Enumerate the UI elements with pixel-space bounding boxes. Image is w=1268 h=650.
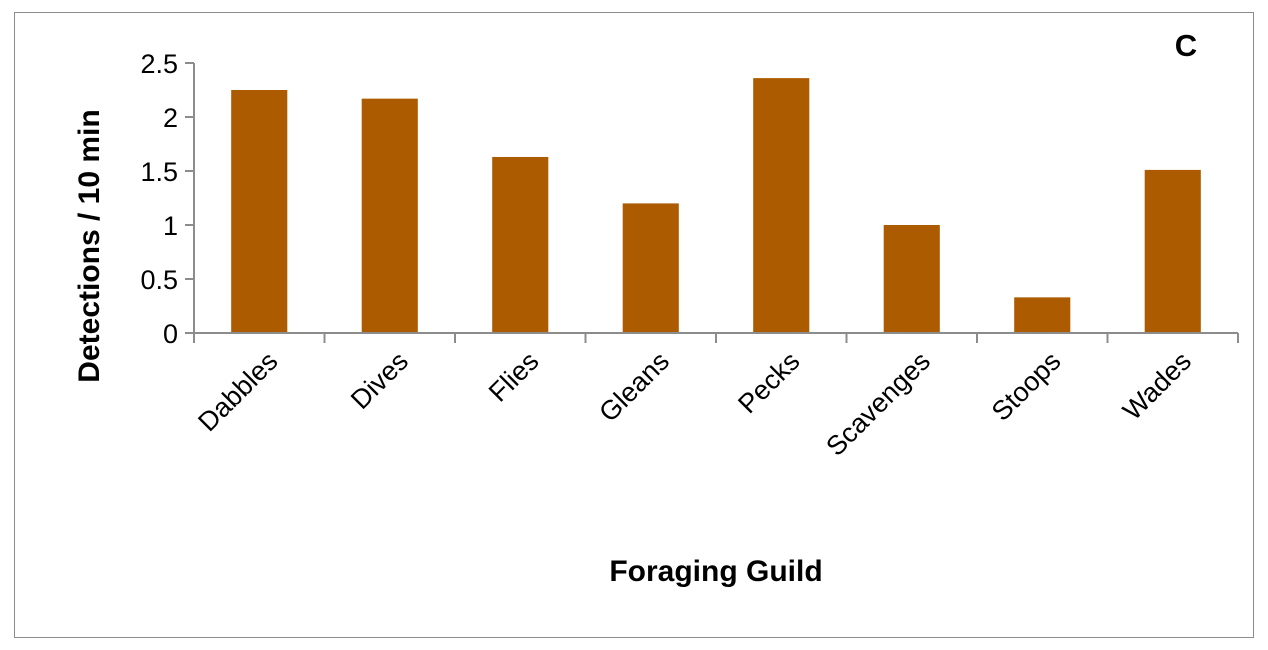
- axes-layer: [193, 63, 1238, 334]
- x-tick-label-stoops: Stoops: [986, 346, 1067, 427]
- y-tick-label-3: 1.5: [140, 157, 178, 187]
- y-tick-label-4: 2: [163, 103, 178, 133]
- x-tick-label-wades: Wades: [1117, 346, 1197, 426]
- y-tick-label-2: 1: [163, 211, 178, 241]
- x-axis-title: Foraging Guild: [609, 555, 822, 588]
- y-tick-label-1: 0.5: [140, 265, 178, 295]
- bar-pecks: [753, 78, 810, 334]
- x-tick-label-dabbles: Dabbles: [192, 346, 283, 437]
- bar-scavenges: [883, 225, 940, 333]
- bars-layer: [231, 78, 1201, 334]
- x-tick-label-gleans: Gleans: [593, 346, 675, 428]
- y-tick-label-0: 0: [163, 319, 178, 349]
- bar-gleans: [622, 203, 679, 333]
- bar-dabbles: [231, 90, 288, 333]
- panel-label: C: [1175, 28, 1197, 63]
- x-tick-label-flies: Flies: [483, 346, 545, 408]
- x-tick-label-dives: Dives: [345, 346, 414, 415]
- y-axis-title: Detections / 10 min: [73, 109, 106, 382]
- bar-stoops: [1014, 297, 1071, 333]
- bar-dives: [361, 98, 418, 333]
- bar-flies: [492, 156, 549, 333]
- ticks-layer: [185, 62, 1239, 343]
- x-tick-label-pecks: Pecks: [732, 346, 805, 419]
- y-tick-label-5: 2.5: [140, 49, 178, 79]
- bar-wades: [1144, 169, 1201, 333]
- x-tick-label-scavenges: Scavenges: [820, 346, 936, 462]
